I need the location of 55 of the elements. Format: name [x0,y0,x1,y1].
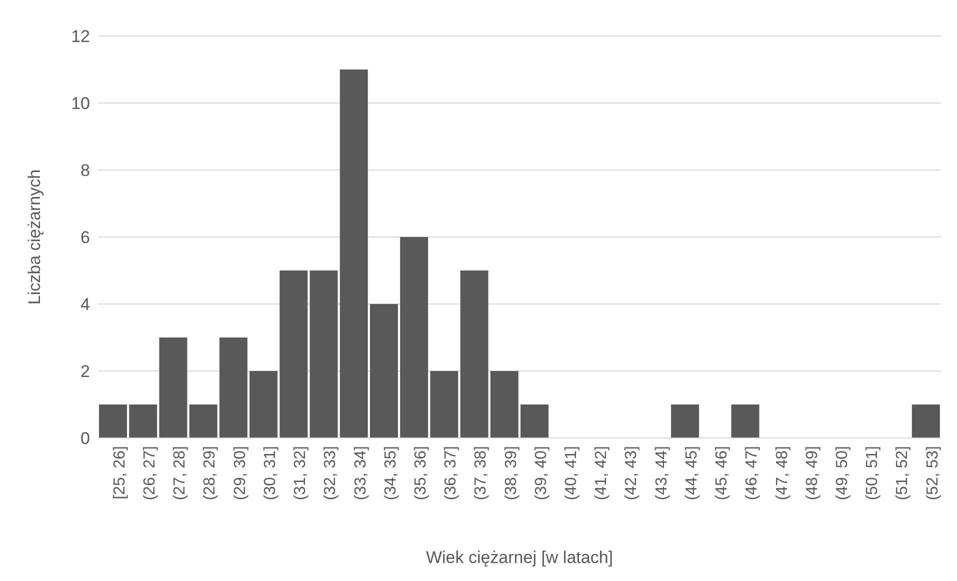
bar [310,270,338,438]
x-tick-label: (39, 40] [532,446,550,500]
bar [370,304,398,438]
x-tick-label: (36, 37] [442,446,460,500]
bar [520,404,548,438]
y-tick-label: 12 [71,27,90,46]
y-tick-label: 0 [80,429,90,448]
bar [490,371,518,438]
y-tick-label: 2 [80,362,90,382]
bar [671,404,700,438]
bar [912,404,940,438]
y-tick-label: 10 [71,94,90,114]
bar [159,338,188,438]
x-tick-label: (34, 35] [382,446,400,500]
x-tick-label: (40, 41] [563,446,580,500]
x-tick-label: (50, 51] [864,446,882,500]
bar [430,371,458,438]
x-tick-label: (52, 53] [924,446,942,500]
bar [219,338,248,438]
x-tick-label: (29, 30] [232,446,249,500]
x-tick-label: (43, 44] [653,446,670,500]
bar [731,404,760,438]
x-tick-label: (27, 28] [172,446,189,500]
x-tick-label: (31, 32] [292,446,310,500]
x-tick-label: (45, 46] [714,446,731,500]
bar [250,371,278,438]
x-tick-label: (41, 42] [593,446,610,500]
x-tick-label: (37, 38] [472,446,490,500]
bar [400,237,428,438]
y-tick-label: 8 [80,161,90,180]
x-tick-label: (28, 29] [202,446,219,500]
x-tick-label: (47, 48] [774,446,791,500]
bar [99,404,127,438]
x-tick-label: (32, 33] [322,446,340,500]
bar [189,404,218,438]
bar [340,70,368,438]
x-tick-label: (46, 47] [744,446,761,500]
x-axis-title: Wiek ciężarnej [w latach] [426,548,614,567]
x-tick-label: (38, 39] [502,446,520,500]
x-tick-label: (35, 36] [412,446,430,500]
x-tick-label: (26, 27] [142,446,159,500]
y-axis-title: Liczba ciężarnych [25,169,44,305]
x-tick-label: [25, 26] [111,446,128,500]
x-tick-label: (42, 43] [623,446,640,500]
x-tick-label: (30, 31] [262,446,279,500]
y-tick-label: 4 [80,295,90,314]
y-tick-label: 6 [80,228,90,248]
x-tick-label: (51, 52] [894,446,912,500]
x-tick-label: (44, 45] [683,446,700,500]
bar [460,270,488,438]
x-tick-label: (48, 49] [804,446,821,500]
bar [280,270,308,438]
bar [129,404,158,438]
x-tick-label: (49, 50] [834,446,851,500]
x-tick-label: (33, 34] [352,446,370,500]
